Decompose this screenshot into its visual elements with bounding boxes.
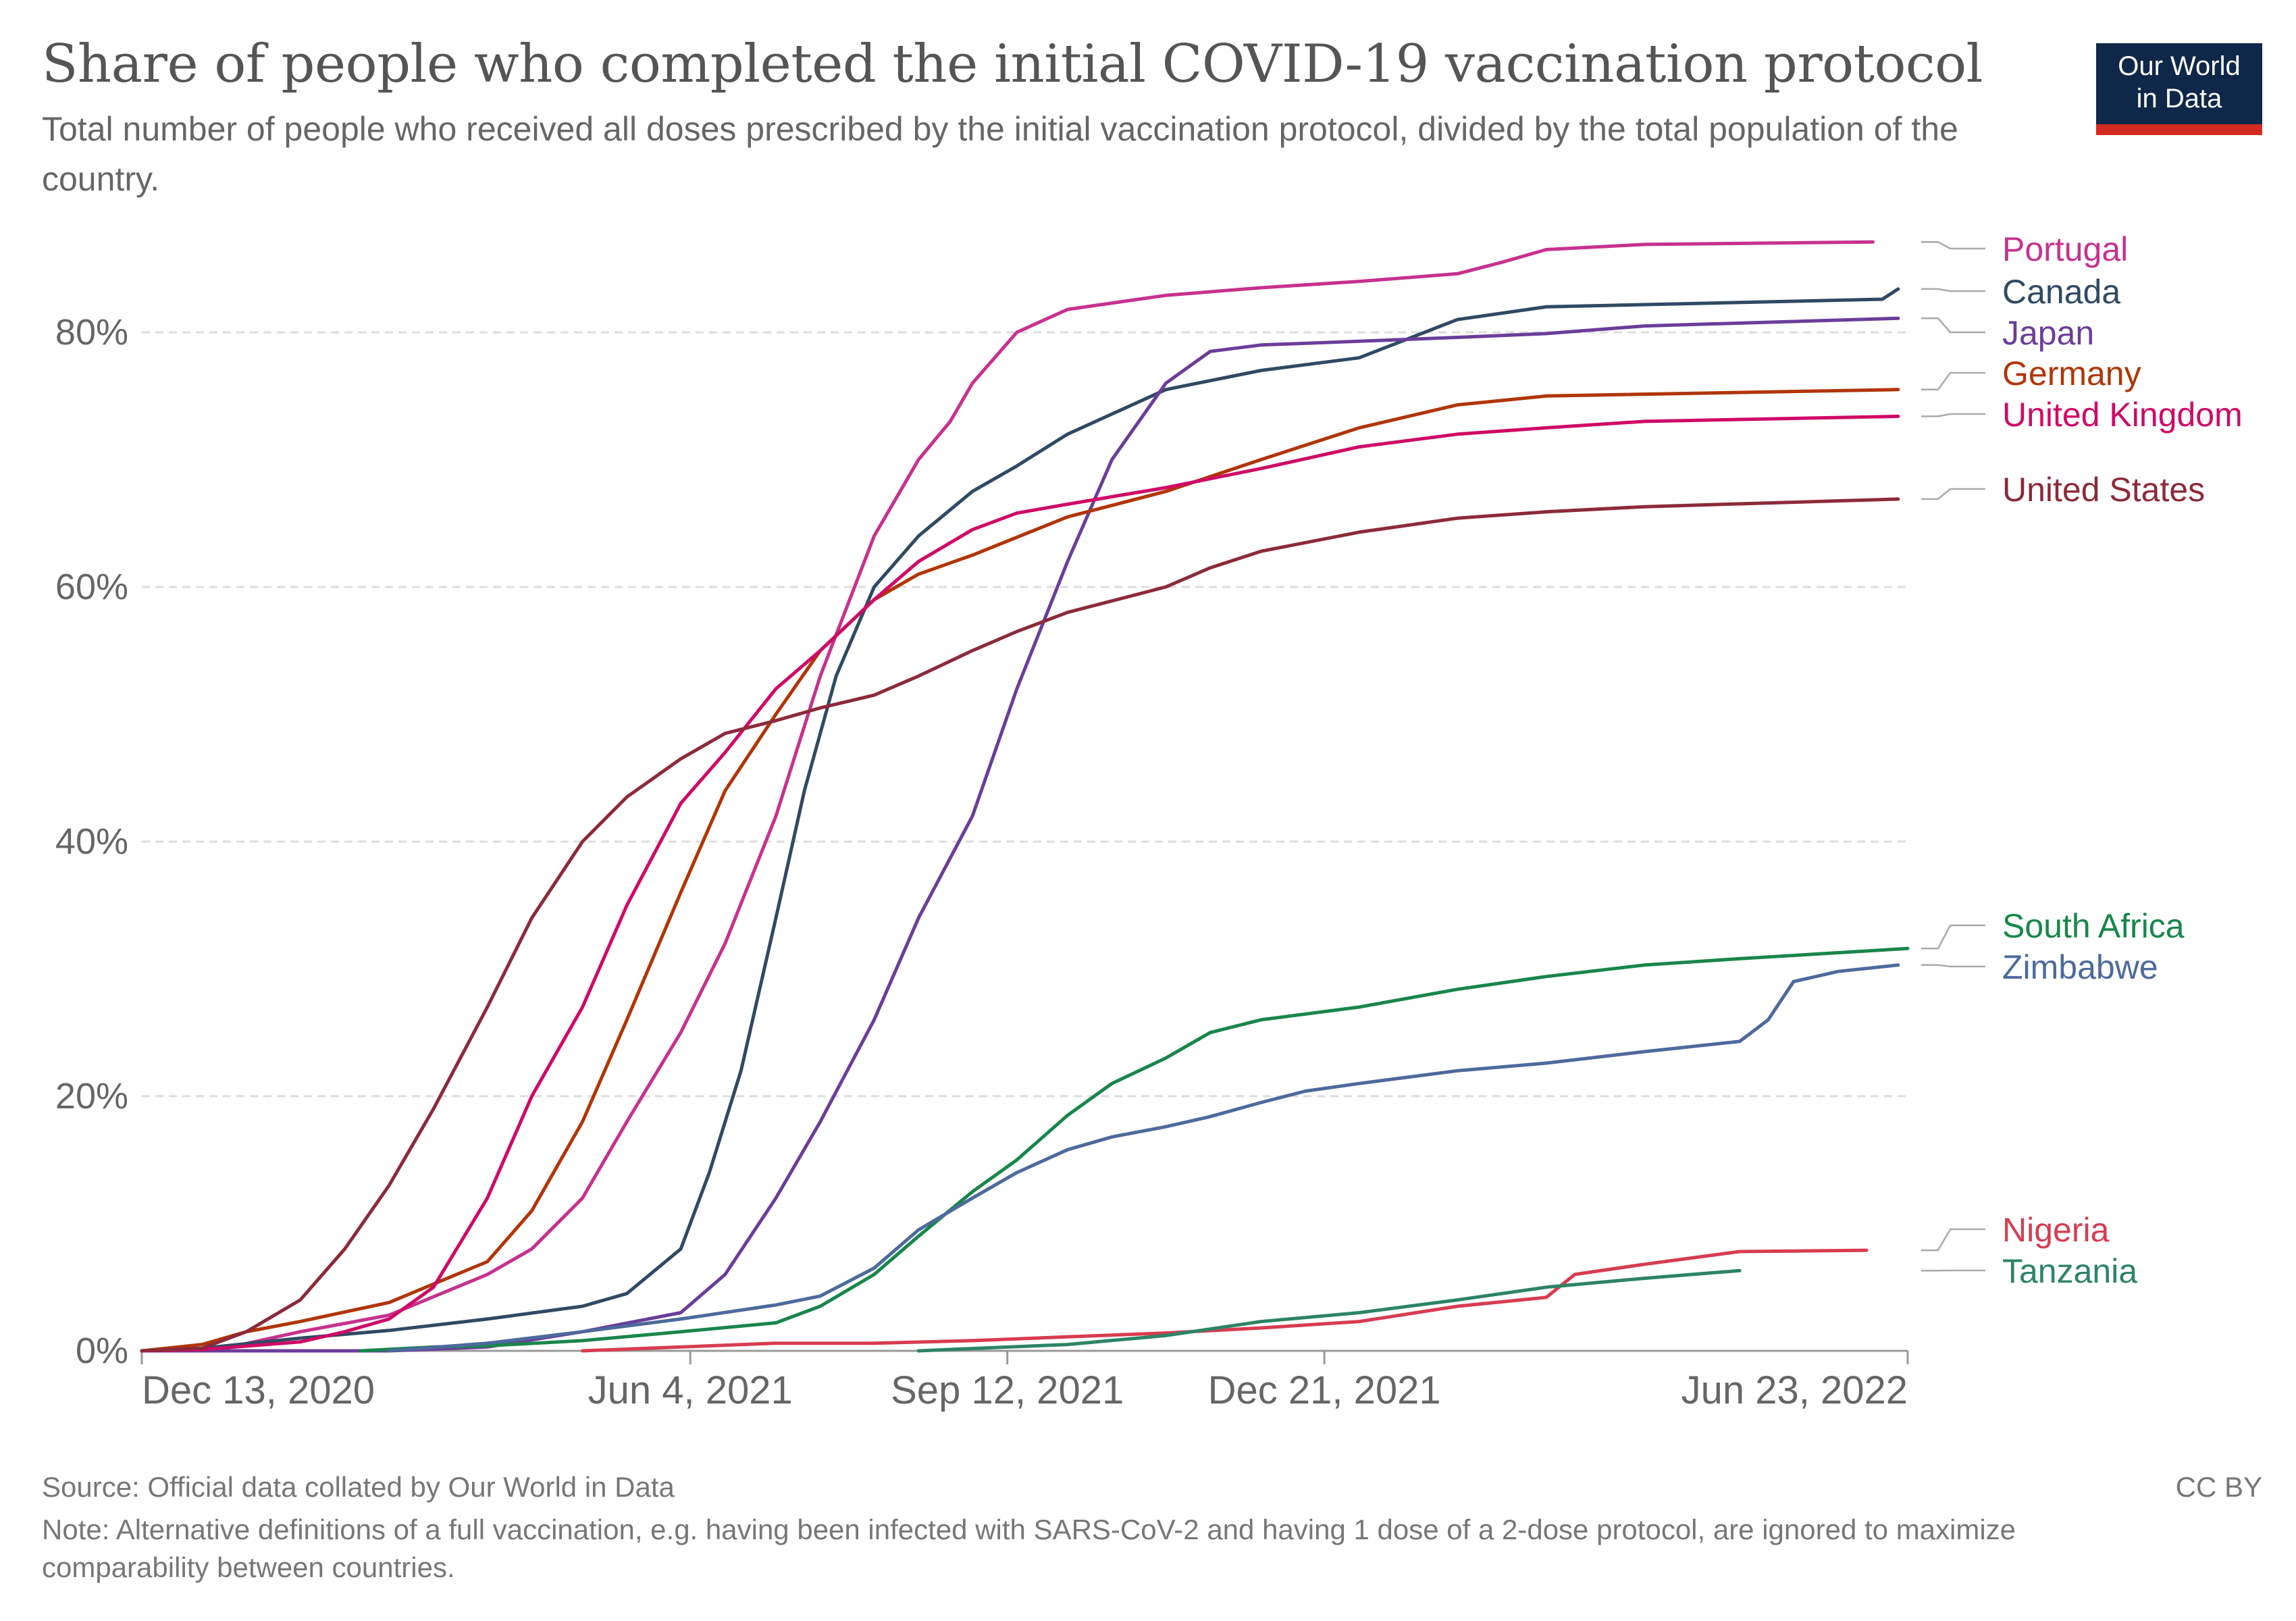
y-tick-label: 80% (55, 312, 128, 353)
series-label-germany: Germany (2002, 355, 2141, 392)
x-tick-label: Jun 4, 2021 (588, 1368, 793, 1412)
y-tick-label: 60% (55, 567, 128, 607)
chart-title: Share of people who completed the initia… (42, 34, 1983, 95)
series-label-south-africa: South Africa (2002, 907, 2185, 945)
series-label-nigeria: Nigeria (2002, 1211, 2110, 1249)
series-line-japan (140, 316, 1900, 1353)
logo-line-2: in Data (2136, 84, 2222, 113)
series-label-portugal: Portugal (2002, 230, 2128, 268)
y-tick-label: 40% (55, 821, 128, 862)
chart-subtitle: Total number of people who received all … (42, 110, 1958, 198)
series-line-zimbabwe (387, 963, 1900, 1353)
logo-line-1: Our World (2118, 51, 2241, 81)
x-tick-label: Dec 13, 2020 (142, 1368, 375, 1412)
owid-logo[interactable]: Our World in Data (2096, 43, 2262, 135)
series-label-united-states: United States (2002, 471, 2205, 509)
label-connector-germany (1921, 371, 1985, 391)
label-connector-zimbabwe (1921, 964, 1985, 968)
label-connector-canada (1921, 288, 1985, 292)
label-connector-japan (1921, 317, 1985, 334)
x-tick-label: Sep 12, 2021 (891, 1368, 1124, 1412)
series-line-south-africa (359, 946, 1910, 1353)
y-tick-label: 0% (76, 1331, 128, 1371)
series-label-canada: Canada (2002, 273, 2120, 311)
series-label-tanzania: Tanzania (2002, 1252, 2137, 1290)
series-line-united-kingdom (140, 414, 1900, 1353)
y-tick-label: 20% (55, 1076, 128, 1116)
label-connector-united-states (1921, 488, 1985, 500)
label-connector-nigeria (1921, 1228, 1985, 1252)
series-label-united-kingdom: United Kingdom (2002, 396, 2243, 434)
source-text: Source: Official data collated by Our Wo… (42, 1471, 675, 1503)
label-connector-portugal (1921, 240, 1985, 250)
series-line-nigeria (581, 1248, 1869, 1353)
license-link[interactable]: CC BY (2175, 1471, 2262, 1503)
label-connector-united-kingdom (1921, 413, 1985, 417)
series-line-canada (140, 287, 1900, 1353)
series-label-zimbabwe: Zimbabwe (2002, 948, 2158, 986)
series-line-germany (140, 388, 1900, 1353)
x-tick-label: Dec 21, 2021 (1208, 1368, 1441, 1412)
series-line-tanzania (916, 1268, 1742, 1353)
series-label-japan: Japan (2002, 314, 2094, 352)
label-connector-south-africa (1921, 924, 1985, 950)
x-tick-label: Jun 23, 2022 (1681, 1368, 1908, 1412)
series-line-united-states (140, 497, 1900, 1353)
series-line-portugal (140, 240, 1875, 1353)
note-text: Note: Alternative definitions of a full … (42, 1514, 2016, 1583)
